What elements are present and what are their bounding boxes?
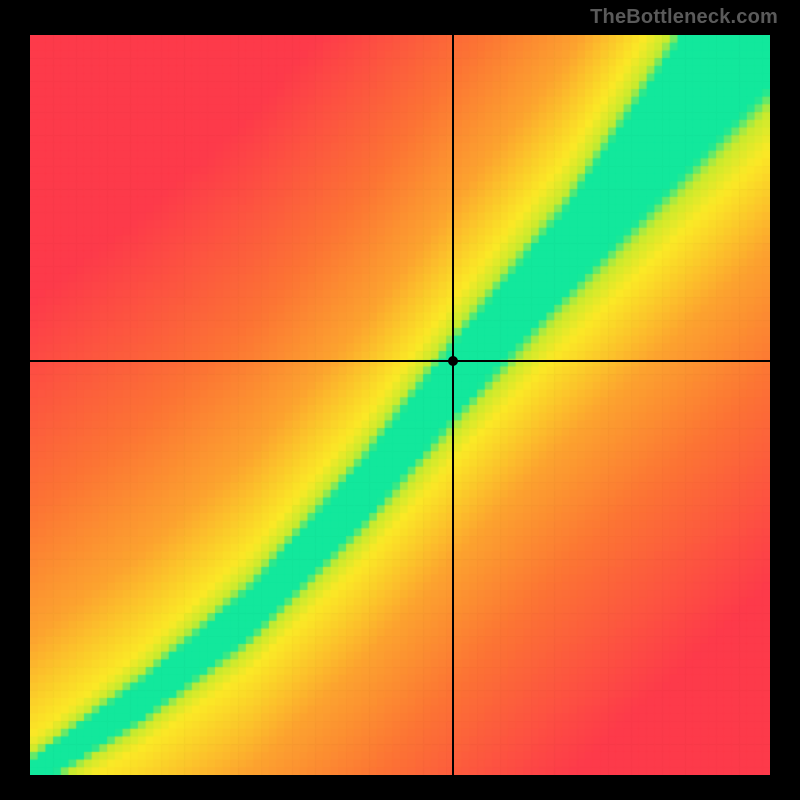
figure-container: TheBottleneck.com	[0, 0, 800, 800]
operating-point-marker	[448, 356, 458, 366]
watermark-text: TheBottleneck.com	[590, 6, 778, 29]
crosshair-horizontal	[30, 360, 770, 362]
bottleneck-heatmap	[30, 35, 770, 775]
crosshair-vertical	[452, 35, 454, 775]
